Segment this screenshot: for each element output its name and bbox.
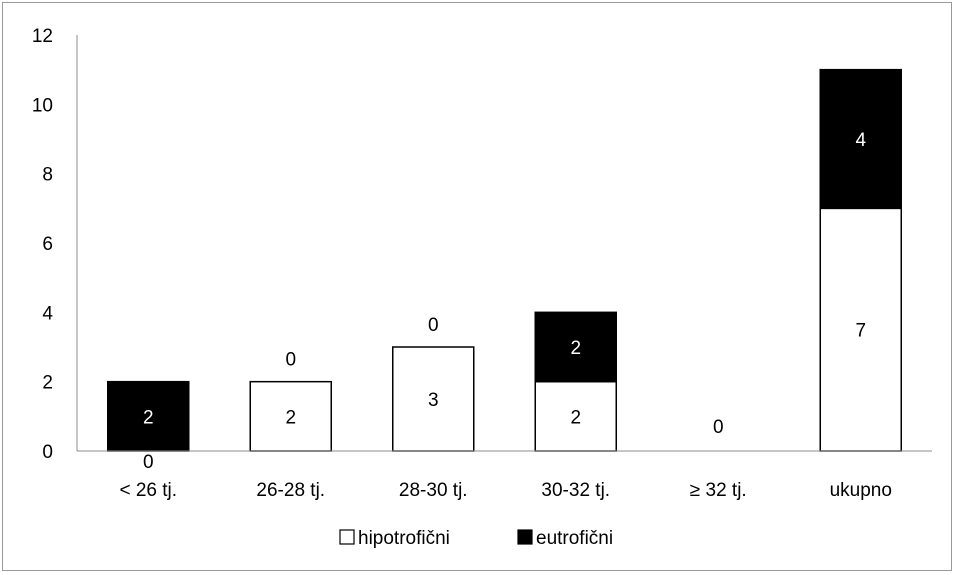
bar-hipotroficni xyxy=(534,380,617,452)
bar-eutroficni xyxy=(107,380,190,452)
x-category-label: ukupno xyxy=(830,480,892,501)
data-label-hipotroficni: 0 xyxy=(713,417,724,438)
y-tick-label: 0 xyxy=(42,442,53,463)
y-tick-label: 4 xyxy=(42,303,53,324)
data-label-eutroficni: 0 xyxy=(285,350,296,371)
y-tick-label: 12 xyxy=(32,26,53,47)
x-category-label: < 26 tj. xyxy=(119,480,177,501)
data-label-hipotroficni: 0 xyxy=(143,452,154,473)
legend-item: hipotrofični xyxy=(339,528,450,549)
x-category-label: 30-32 tj. xyxy=(541,480,610,501)
data-label-hipotroficni: 3 xyxy=(428,390,439,411)
legend-swatch xyxy=(517,529,533,545)
bars xyxy=(107,68,902,452)
y-axis: 0 2 4 6 8 10 12 xyxy=(32,26,78,463)
data-label-hipotroficni: 2 xyxy=(285,407,296,428)
x-axis: < 26 tj. 26-28 tj. 28-30 tj. 30-32 tj. ≥ 32 … xyxy=(77,450,932,501)
data-label-hipotroficni: 2 xyxy=(570,407,581,428)
x-category-label: ≥ 32 tj. xyxy=(690,480,747,501)
legend-swatch xyxy=(339,529,355,545)
bar-hipotroficni xyxy=(819,207,902,452)
legend-label: hipotrofični xyxy=(358,528,450,549)
y-tick-label: 2 xyxy=(42,373,53,394)
y-tick-label: 10 xyxy=(32,95,53,116)
y-tick-label: 8 xyxy=(42,165,53,186)
legend-item: eutrofični xyxy=(517,528,613,549)
bar-eutroficni xyxy=(534,311,617,383)
legend-label: eutrofični xyxy=(536,528,613,549)
bar-hipotroficni xyxy=(392,346,475,452)
y-tick-label: 6 xyxy=(42,234,53,255)
data-label-eutroficni: 4 xyxy=(855,130,866,151)
data-labels: 0 2 2 0 3 0 2 2 0 7 4 xyxy=(143,130,867,473)
data-label-eutroficni: 0 xyxy=(428,315,439,336)
bar-eutroficni xyxy=(819,68,902,210)
x-category-label: 28-30 tj. xyxy=(399,480,468,501)
data-label-eutroficni: 2 xyxy=(570,338,581,359)
legend: hipotrofični eutrofični xyxy=(339,528,613,549)
data-label-hipotroficni: 7 xyxy=(855,321,866,342)
x-category-label: 26-28 tj. xyxy=(256,480,325,501)
data-label-eutroficni: 2 xyxy=(143,407,154,428)
